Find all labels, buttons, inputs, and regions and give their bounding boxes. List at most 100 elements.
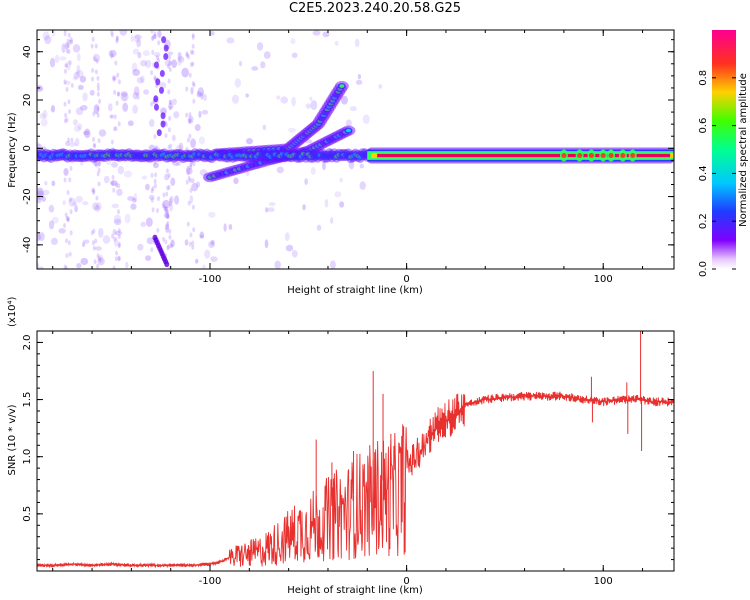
noise-speck xyxy=(77,84,84,90)
noise-speck xyxy=(349,106,357,112)
noise-column-speck xyxy=(157,40,161,46)
noise-speck xyxy=(37,142,41,147)
noise-speck xyxy=(354,38,360,48)
noise-column-speck xyxy=(96,112,100,118)
noise-speck xyxy=(76,53,81,62)
noise-speck xyxy=(50,237,58,245)
noise-speck xyxy=(260,61,266,69)
noise-speck xyxy=(172,134,176,142)
noise-column-speck xyxy=(191,49,195,55)
noise-column-speck xyxy=(113,236,117,242)
noise-speck xyxy=(196,181,201,188)
noise-column-speck xyxy=(96,91,100,97)
isolated-blob xyxy=(163,44,169,52)
noise-column-speck xyxy=(115,250,119,256)
noise-column-speck xyxy=(168,66,172,72)
spectrogram-panel: -100 0 100 -40 -20 0 20 40 Height of straight l… xyxy=(7,29,675,296)
branch-upper-core xyxy=(339,84,345,88)
noise-column-speck xyxy=(93,56,97,62)
noise-speck xyxy=(152,162,159,169)
y-tick-label: 1.0 xyxy=(22,449,33,465)
noise-column-speck xyxy=(169,143,173,149)
noise-column-speck xyxy=(151,207,155,213)
noise-column-speck xyxy=(188,177,192,183)
noise-column-speck xyxy=(168,229,172,235)
noise-speck xyxy=(64,63,68,68)
noise-column-speck xyxy=(156,57,160,63)
noise-speck xyxy=(245,93,249,98)
noise-speck xyxy=(284,232,290,242)
noise-speck xyxy=(146,237,154,245)
noise-column-speck xyxy=(167,127,171,133)
noise-column-speck xyxy=(191,204,195,210)
noise-column-speck xyxy=(153,75,157,81)
noise-column-speck xyxy=(153,183,157,189)
noise-speck xyxy=(178,142,184,152)
noise-column-speck xyxy=(63,30,67,33)
noise-speck xyxy=(340,95,348,105)
noise-speck xyxy=(72,119,78,126)
noise-column-speck xyxy=(166,213,170,219)
noise-column-speck xyxy=(192,227,196,233)
noise-speck xyxy=(228,224,233,230)
band-bump-core xyxy=(608,153,614,159)
noise-speck xyxy=(59,56,67,61)
noise-speck xyxy=(142,50,150,57)
noise-column-speck xyxy=(167,89,171,95)
noise-speck xyxy=(132,68,141,77)
noise-speck xyxy=(108,49,117,58)
noise-speck xyxy=(75,69,84,78)
noise-column-speck xyxy=(150,247,154,253)
noise-column-speck xyxy=(185,52,189,58)
noise-column-speck xyxy=(92,228,96,234)
noise-column-speck xyxy=(95,195,99,201)
noise-speck xyxy=(144,59,152,68)
noise-column-speck xyxy=(115,38,119,44)
noise-column-speck xyxy=(155,145,159,151)
x-tick-label: -100 xyxy=(199,274,222,285)
noise-speck xyxy=(357,73,362,80)
noise-column-speck xyxy=(189,164,193,170)
noise-column-speck xyxy=(116,91,120,97)
noise-column-speck xyxy=(112,75,116,81)
noise-speck xyxy=(72,201,78,206)
noise-speck xyxy=(37,233,41,242)
noise-column-speck xyxy=(157,147,161,153)
noise-speck xyxy=(194,258,199,264)
noise-speck xyxy=(172,98,177,105)
noise-column-speck xyxy=(169,100,173,106)
noise-speck xyxy=(334,191,342,198)
noise-column-speck xyxy=(189,49,193,55)
noise-column-speck xyxy=(97,167,101,173)
noise-column-speck xyxy=(63,68,67,74)
noise-speck xyxy=(267,207,275,213)
noise-speck xyxy=(190,86,194,95)
noise-speck xyxy=(140,60,148,67)
noise-speck xyxy=(191,182,199,192)
noise-column-speck xyxy=(150,70,154,76)
noise-speck xyxy=(132,48,140,55)
noise-speck xyxy=(280,96,289,104)
noise-speck xyxy=(96,202,102,211)
noise-speck xyxy=(345,119,352,128)
noise-column-speck xyxy=(166,220,170,226)
noise-speck xyxy=(291,96,296,107)
noise-speck xyxy=(111,203,119,209)
noise-speck xyxy=(68,197,76,207)
noise-column-speck xyxy=(64,265,68,269)
noise-speck xyxy=(200,91,204,100)
noise-speck xyxy=(316,224,322,231)
noise-speck xyxy=(123,170,132,178)
noise-column-speck xyxy=(188,241,192,247)
noise-column-speck xyxy=(167,144,171,150)
snr-frame xyxy=(36,330,675,572)
noise-column-speck xyxy=(167,184,171,190)
noise-column-speck xyxy=(96,76,100,82)
noise-column-speck xyxy=(162,203,166,209)
noise-column-speck xyxy=(156,227,160,233)
noise-speck xyxy=(285,244,294,252)
noise-column-speck xyxy=(191,80,195,86)
noise-speck xyxy=(231,94,240,104)
noise-column-speck xyxy=(110,52,114,58)
